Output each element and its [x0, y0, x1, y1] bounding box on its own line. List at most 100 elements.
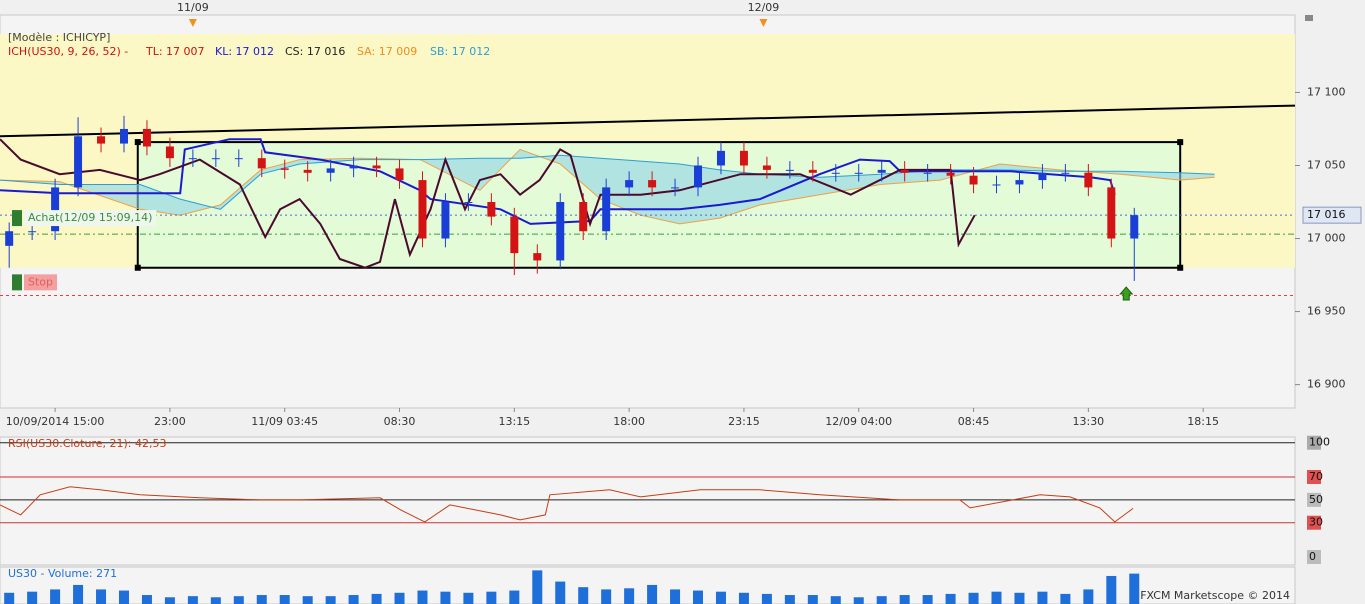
volume-bar	[486, 591, 497, 604]
volume-bar	[922, 595, 933, 604]
y-tick-box	[1307, 515, 1321, 530]
volume-bar	[968, 592, 979, 604]
volume-bar	[578, 587, 589, 604]
candle-body	[326, 168, 335, 173]
candle-body	[992, 184, 1001, 186]
volume-bar	[670, 589, 681, 604]
candle-body	[946, 172, 955, 176]
volume-bar	[96, 589, 107, 604]
candle-body	[625, 180, 634, 188]
cloud-fill	[0, 149, 1215, 224]
scroll-handle[interactable]	[1305, 15, 1313, 21]
senkou-b	[0, 154, 1215, 210]
volume-bar	[601, 589, 612, 604]
candle-body	[51, 187, 60, 232]
volume-bar	[73, 584, 84, 604]
candle-body	[5, 231, 14, 246]
y-tick-box	[1307, 550, 1321, 564]
rsi-pane	[0, 436, 1296, 566]
candle-body	[280, 168, 289, 170]
candle-body	[1061, 172, 1070, 174]
date-marker-label: 12/09	[748, 1, 780, 14]
order-label: Achat(12/09 15:09,14)	[28, 211, 152, 224]
y-tick-label: 16 950	[1307, 305, 1346, 318]
volume-bar	[440, 591, 451, 604]
volume-bar	[1037, 591, 1048, 604]
x-tick-label: 11/09 03:45	[251, 415, 318, 428]
volume-bar	[233, 596, 244, 604]
volume-bar	[279, 595, 290, 604]
volume-bar	[164, 597, 175, 604]
x-tick-label: 08:30	[384, 415, 416, 428]
volume-bar	[50, 589, 61, 604]
candle-body	[441, 202, 450, 239]
x-tick-label: 13:15	[498, 415, 530, 428]
volume-bar	[27, 591, 38, 604]
candle-body	[716, 150, 725, 166]
legend-item: SB: 17 012	[430, 45, 490, 58]
volume-bar	[1106, 575, 1117, 604]
y-tick-label: 17 050	[1307, 158, 1346, 171]
indicator-line	[0, 138, 1116, 225]
order-label-bg	[24, 274, 58, 291]
volume-bar	[853, 597, 864, 604]
volume-bar	[463, 592, 474, 604]
volume-bar	[555, 581, 566, 604]
y-tick-label: 100	[1309, 436, 1330, 449]
box-handle	[134, 264, 141, 271]
volume-bar	[256, 595, 267, 604]
candle-body	[372, 165, 381, 169]
candle-body	[785, 169, 794, 171]
candle-body	[97, 136, 106, 144]
volume-bar	[715, 591, 726, 604]
legend-item: SA: 17 009	[357, 45, 417, 58]
box-handle	[134, 139, 141, 146]
candle-body	[969, 175, 978, 185]
candle-body	[1038, 172, 1047, 181]
candle-body	[762, 165, 771, 170]
candle-body	[487, 202, 496, 217]
volume-bar	[647, 584, 658, 604]
candle-body	[142, 128, 151, 147]
candle-body	[418, 180, 427, 239]
volume-bar	[302, 596, 313, 604]
candle-body	[349, 165, 358, 169]
volume-bar	[1129, 573, 1140, 604]
x-tick-label: 13:30	[1072, 415, 1104, 428]
pane-title: US30 - Volume: 271	[8, 567, 117, 580]
candle-body	[188, 158, 197, 160]
buy-arrow	[1119, 286, 1134, 301]
volume-bar	[830, 596, 841, 604]
volume-bar	[348, 595, 359, 604]
x-tick-label: 12/09 04:00	[825, 415, 892, 428]
x-tick-label: 18:15	[1187, 415, 1219, 428]
box-handle	[1177, 264, 1184, 271]
footer: FXCM Marketscope © 2014	[1140, 589, 1290, 602]
candle-body	[464, 202, 473, 204]
y-tick-box	[1307, 470, 1321, 484]
y-tick-box	[1307, 492, 1321, 507]
y-tick-label: 30	[1309, 516, 1323, 529]
y-tick-label: 70	[1309, 470, 1323, 483]
candle-body	[739, 150, 748, 166]
x-tick-label: 23:15	[728, 415, 760, 428]
volume-bar	[325, 596, 336, 604]
candle-body	[671, 187, 680, 189]
candle-body	[533, 253, 542, 261]
candle-body	[900, 169, 909, 173]
candle-body	[694, 165, 703, 188]
candle-body	[877, 169, 886, 173]
order-label: Stop	[28, 275, 53, 288]
legend-item: CS: 17 016	[285, 45, 345, 58]
order-label-bg	[24, 210, 157, 227]
volume-bar	[945, 593, 956, 604]
legend-item: KL: 17 012	[215, 45, 274, 58]
legend-item: TL: 17 007	[145, 45, 205, 58]
volume-bar	[118, 590, 129, 604]
candle-body	[923, 172, 932, 174]
candle-body	[808, 169, 817, 173]
legend-item: ICH(US30, 9, 26, 52) -	[8, 45, 128, 58]
candle-body	[854, 172, 863, 174]
